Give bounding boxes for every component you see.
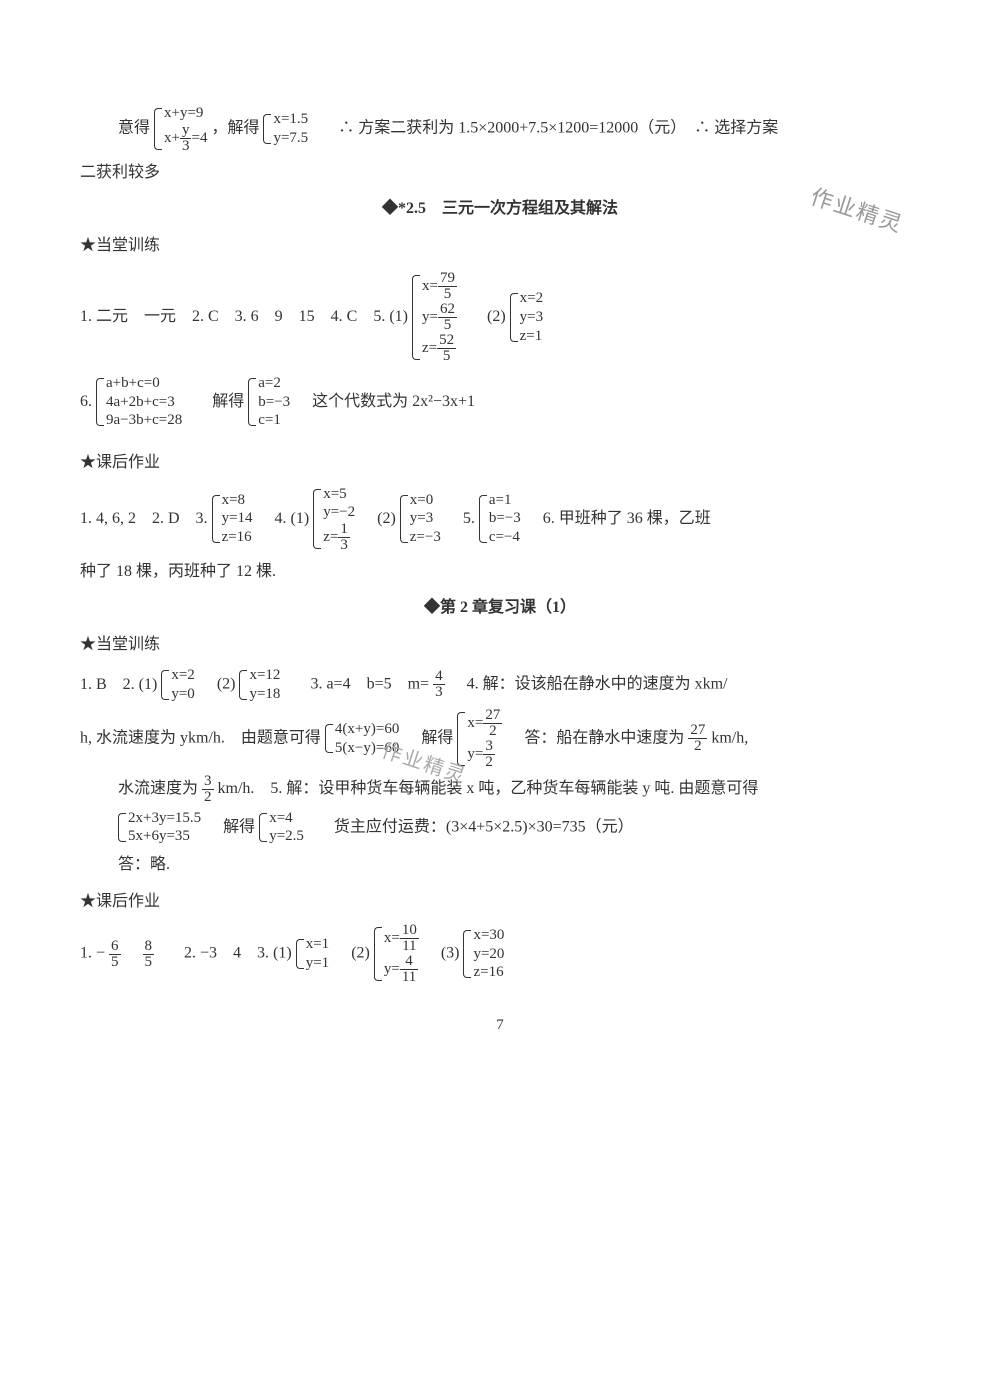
page-number: 7 bbox=[80, 1011, 920, 1040]
ch2-q4-sys: 4(x+y)=60 5(x−y)=60 bbox=[325, 720, 399, 758]
ch2-line3: 水流速度为 32 km/h. 5. 解：设甲种货车每辆能装 x 吨，乙种货车每辆… bbox=[80, 774, 920, 805]
ch2-m-frac: 43 bbox=[433, 669, 445, 700]
s25-hw-tail: 种了 18 棵，丙班种了 12 棵. bbox=[80, 557, 920, 587]
ch2-q2-1: x=2 y=0 bbox=[161, 666, 194, 704]
ch2-line5: 答：略. bbox=[80, 850, 920, 880]
s25-hw-heading: ★课后作业 bbox=[80, 448, 920, 478]
top-problem-line2: 二获利较多 bbox=[80, 158, 920, 188]
ch2-q4-sol: x=272 y=32 bbox=[457, 708, 502, 770]
ch2-line4: 2x+3y=15.5 5x+6y=35 解得 x=4 y=2.5 货主应付运费：… bbox=[80, 809, 920, 847]
ch2-hw-q3-2: x=1011 y=411 bbox=[374, 923, 419, 985]
s25-q5-1: x=795 y=625 z=525 bbox=[412, 271, 457, 364]
ch2-q5-sys: 2x+3y=15.5 5x+6y=35 bbox=[118, 809, 201, 847]
ch2-hw-line: 1. − 65 85 2. −3 4 3. (1) x=1 y=1 (2) x=… bbox=[80, 923, 920, 985]
s25-hw-q3: x=8 y=14 z=16 bbox=[212, 491, 253, 547]
ch2-hw-heading: ★课后作业 bbox=[80, 887, 920, 917]
top-prefix: 意得 bbox=[118, 120, 150, 137]
ch2-class-heading: ★当堂训练 bbox=[80, 630, 920, 660]
s25-q6: 6. a+b+c=0 4a+2b+c=3 9a−3b+c=28 解得 a=2 b… bbox=[80, 374, 920, 430]
s25-hw-q4-2: x=0 y=3 z=−3 bbox=[400, 491, 441, 547]
ch2-line1: 1. B 2. (1) x=2 y=0 (2) x=12 y=18 3. a=4… bbox=[80, 666, 920, 704]
top-sys1: x+y=9 x+y3=4 bbox=[154, 104, 207, 154]
s25-q5-2: x=2 y=3 z=1 bbox=[510, 289, 543, 345]
ch2-hw-q3-1: x=1 y=1 bbox=[296, 935, 329, 973]
ch2-title: ◆第 2 章复习课（1） bbox=[80, 593, 920, 623]
s25-q1to5: 1. 二元 一元 2. C 3. 6 9 15 4. C 5. (1) x=79… bbox=[80, 271, 920, 364]
s25-class-heading: ★当堂训练 bbox=[80, 231, 920, 261]
s25-hw-q5: a=1 b=−3 c=−4 bbox=[479, 491, 521, 547]
top-sol1: x=1.5 y=7.5 bbox=[263, 110, 308, 148]
ch2-q5-sol: x=4 y=2.5 bbox=[259, 809, 304, 847]
top-problem-line1: 意得 x+y=9 x+y3=4 ，解得 x=1.5 y=7.5 ∴ 方案二获利为… bbox=[80, 104, 920, 154]
ch2-line2: h, 水流速度为 ykm/h. 由题意可得 4(x+y)=60 5(x−y)=6… bbox=[80, 708, 920, 770]
s25-hw-line: 1. 4, 6, 2 2. D 3. x=8 y=14 z=16 4. (1) … bbox=[80, 485, 920, 554]
s25-hw-q4-1: x=5 y=−2 z=13 bbox=[313, 485, 355, 554]
s25-q6-sol: a=2 b=−3 c=1 bbox=[248, 374, 290, 430]
top-solved: ，解得 bbox=[211, 120, 259, 137]
ch2-hw-q3-3: x=30 y=20 z=16 bbox=[463, 926, 504, 982]
section-25-title: ◆*2.5 三元一次方程组及其解法 bbox=[80, 194, 920, 224]
s25-q6-sys: a+b+c=0 4a+2b+c=3 9a−3b+c=28 bbox=[96, 374, 182, 430]
top-conclusion: ∴ 方案二获利为 1.5×2000+7.5×1200=12000（元） ∴ 选择… bbox=[338, 120, 778, 137]
page: 作业精灵 意得 x+y=9 x+y3=4 ，解得 x=1.5 y=7.5 ∴ 方… bbox=[0, 0, 1000, 1080]
ch2-q2-2: x=12 y=18 bbox=[239, 666, 280, 704]
